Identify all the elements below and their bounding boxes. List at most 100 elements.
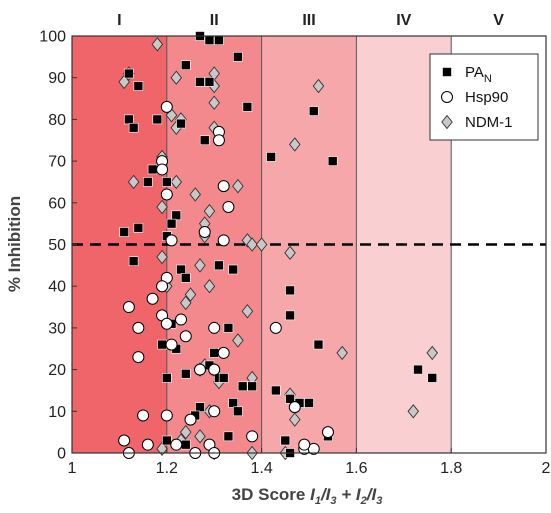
pan-point	[199, 135, 210, 146]
x-axis-ticks: 1 1.2 1.4 1.6 1.8 2	[68, 448, 551, 477]
pan-point	[162, 373, 172, 383]
legend-series-name: Hsp90	[465, 89, 508, 106]
hsp90-point	[165, 234, 178, 247]
ndm1-point	[203, 278, 216, 294]
legend-label-3: NDM-1	[465, 114, 513, 131]
x-label-term-3: + I	[337, 485, 362, 504]
pan-point	[237, 381, 248, 392]
hsp90-point	[160, 100, 173, 113]
ndm1-point	[289, 137, 301, 152]
hsp90-point	[217, 180, 230, 193]
ndm1-point	[179, 295, 192, 311]
ndm1-point	[184, 287, 197, 302]
x-label-term-4: /I	[366, 485, 378, 504]
region-label-3: III	[302, 12, 315, 29]
pan-point	[195, 402, 205, 412]
pan-point	[124, 68, 134, 79]
pan-point	[180, 368, 191, 379]
pan-point	[285, 310, 295, 321]
hsp90-point	[288, 401, 301, 414]
hsp90-point	[298, 438, 311, 451]
ndm1-point	[289, 412, 301, 427]
ndm1-point	[170, 174, 183, 190]
hsp90-point	[156, 280, 169, 293]
pan-point	[233, 406, 243, 417]
hsp90-point	[156, 163, 169, 176]
y-tick-label: 50	[48, 237, 66, 254]
pan-point	[128, 256, 139, 266]
hsp90-point	[208, 363, 221, 376]
hsp90-point	[198, 225, 211, 238]
ndm1-point	[284, 245, 296, 261]
legend-series-subscript: N	[484, 73, 492, 85]
pan-point	[214, 35, 224, 45]
y-tick-label: 100	[39, 29, 66, 46]
legend-series-name: PA	[465, 64, 484, 81]
pan-point	[285, 285, 295, 296]
pan-point	[176, 118, 186, 129]
ndm1-point	[232, 178, 244, 194]
x-label-term-2: /I	[320, 485, 332, 504]
hsp90-point	[160, 317, 173, 330]
ndm1-point	[241, 303, 254, 319]
ndm1-point	[189, 187, 202, 202]
ndm1-point	[407, 404, 420, 419]
pan-point	[162, 177, 172, 187]
pan-point	[218, 373, 229, 383]
y-tick-label: 90	[48, 70, 66, 87]
legend-ndm1-marker	[441, 114, 453, 130]
x-label-term-1: I	[310, 485, 316, 504]
hsp90-point	[184, 413, 197, 426]
pan-point	[228, 398, 238, 408]
hsp90-point	[193, 363, 206, 376]
pan-point	[152, 114, 163, 125]
hsp90-point	[141, 438, 154, 451]
pan-point	[214, 260, 224, 271]
ndm1-point	[426, 345, 439, 361]
x-tick-label: 1.8	[440, 460, 462, 477]
pan-point	[166, 218, 177, 229]
hsp90-point	[222, 200, 235, 213]
x-tick-label: 1.4	[250, 460, 272, 477]
pan-point	[147, 164, 158, 175]
ndm1-point	[255, 237, 268, 252]
x-axis-label: 3D Score I1/I3 + I2/I3	[232, 485, 383, 507]
hsp90-point	[208, 405, 221, 418]
hsp90-point	[179, 330, 192, 343]
ndm1-point	[312, 78, 325, 94]
y-tick-label: 30	[48, 320, 66, 337]
hsp90-point	[146, 292, 159, 305]
pan-point	[133, 81, 144, 91]
pan-point	[242, 102, 253, 112]
x-tick-label: 1	[68, 460, 77, 477]
hsp90-point	[212, 134, 225, 147]
ndm1-point	[194, 429, 206, 444]
x-tick-label: 2	[542, 460, 551, 477]
pan-point	[266, 152, 276, 162]
y-tick-label: 40	[48, 279, 66, 296]
pan-point	[204, 77, 215, 87]
hsp90-point	[160, 188, 173, 201]
hsp90-point	[217, 234, 230, 247]
hsp90-point	[246, 430, 259, 443]
y-axis-ticks: 0 10 20 30 40 50 60 70 80 90 100	[39, 29, 77, 463]
legend-label-2: Hsp90	[465, 89, 508, 106]
region-label-2: II	[210, 12, 219, 29]
y-tick-label: 20	[48, 362, 66, 379]
ndm1-point	[179, 424, 192, 440]
pan-point	[143, 177, 153, 187]
x-tick-label: 1.2	[156, 460, 178, 477]
pan-point	[119, 227, 129, 237]
ndm1-point	[194, 258, 206, 273]
x-label-sub-4: 3	[376, 495, 382, 507]
pan-point	[427, 373, 438, 383]
ndm1-point	[151, 37, 164, 52]
hsp90-point	[165, 338, 178, 351]
hsp90-point	[137, 409, 150, 422]
hsp90-point	[321, 426, 334, 439]
pan-point	[195, 77, 205, 87]
x-label-sub-1: 1	[315, 495, 321, 507]
y-tick-label: 10	[48, 404, 66, 421]
pan-point	[133, 223, 144, 233]
